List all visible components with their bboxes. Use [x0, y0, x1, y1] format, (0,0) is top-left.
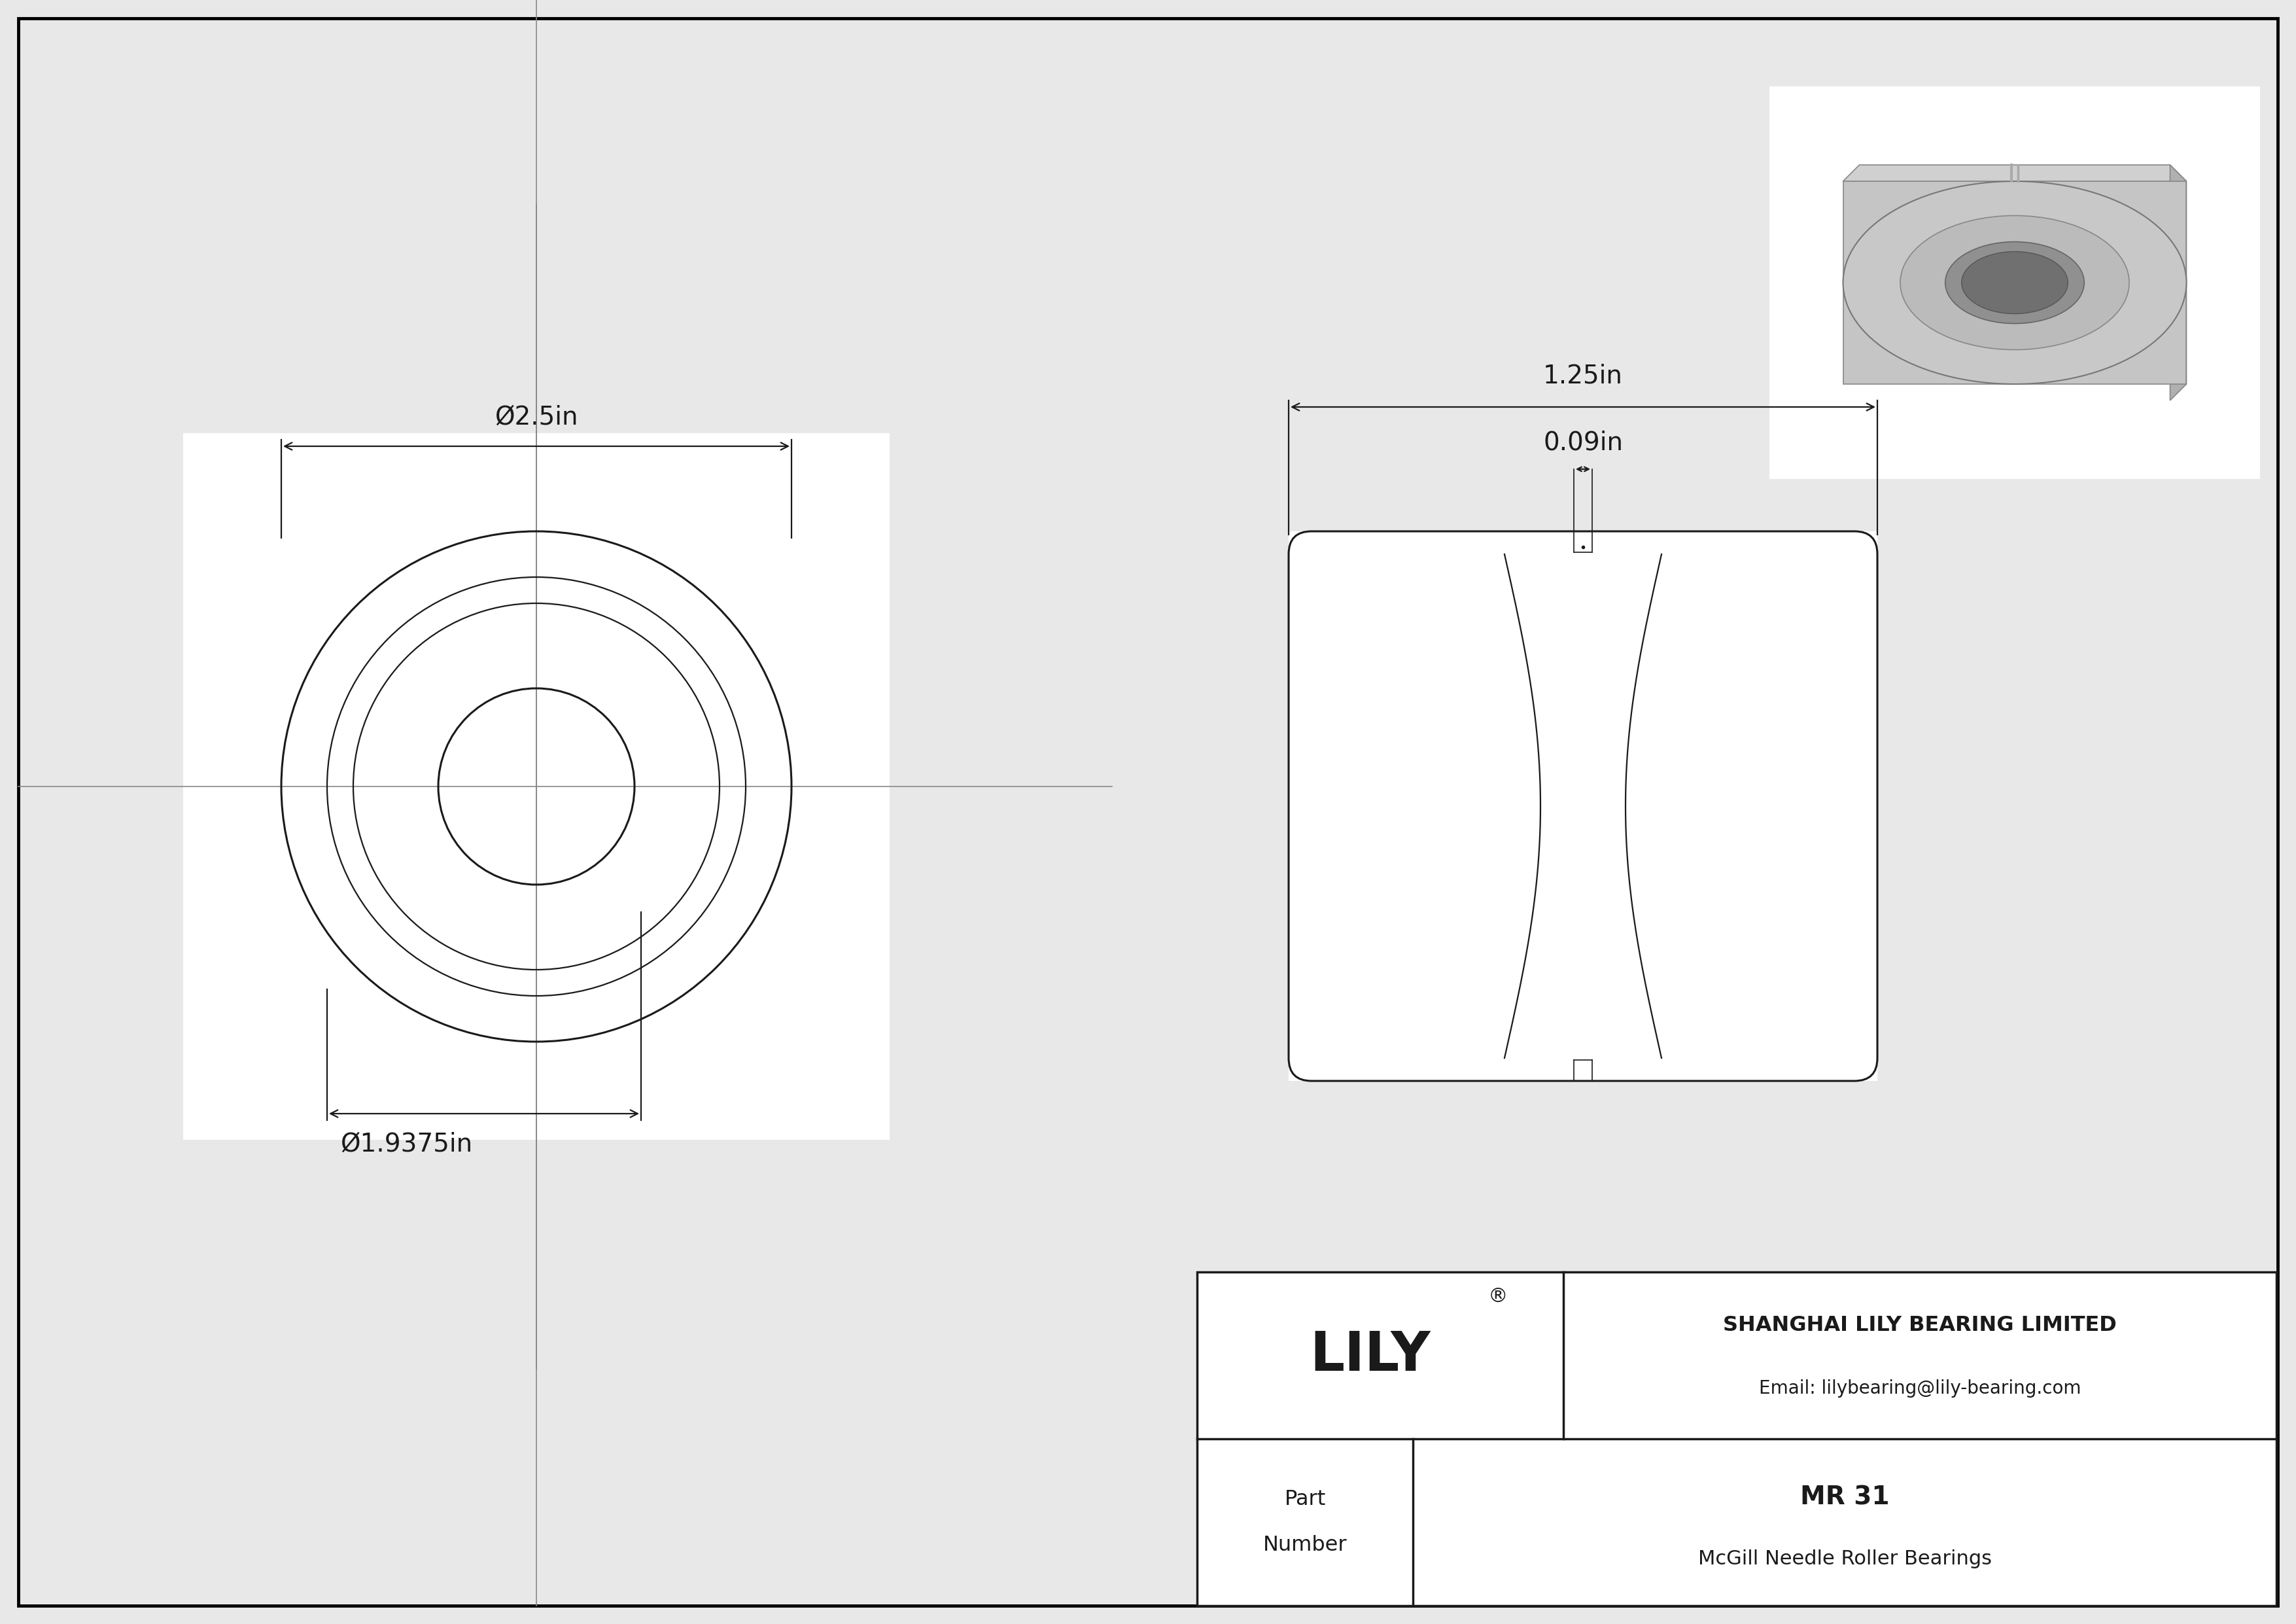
- Polygon shape: [1844, 182, 2186, 385]
- Text: 0.09in: 0.09in: [1543, 430, 1623, 455]
- Bar: [1770, 86, 2259, 479]
- Ellipse shape: [1844, 182, 2186, 385]
- Ellipse shape: [1945, 242, 2085, 323]
- Ellipse shape: [1961, 252, 2069, 313]
- Text: McGill Needle Roller Bearings: McGill Needle Roller Bearings: [1697, 1549, 1991, 1569]
- Text: ®: ®: [1488, 1288, 1508, 1306]
- Ellipse shape: [1901, 216, 2128, 349]
- Text: Ø1.9375in: Ø1.9375in: [340, 1132, 473, 1156]
- Text: Email: lilybearing@lily-bearing.com: Email: lilybearing@lily-bearing.com: [1759, 1380, 2080, 1398]
- Text: Number: Number: [1263, 1535, 1348, 1556]
- Polygon shape: [1844, 166, 2186, 182]
- Bar: [1196, 1272, 2275, 1606]
- Text: LILY: LILY: [1311, 1328, 1430, 1382]
- Text: 1.25in: 1.25in: [1543, 364, 1623, 388]
- Text: SHANGHAI LILY BEARING LIMITED: SHANGHAI LILY BEARING LIMITED: [1722, 1315, 2117, 1335]
- Bar: [184, 434, 889, 1140]
- Text: Ø2.5in: Ø2.5in: [494, 404, 579, 430]
- Bar: [1288, 531, 1878, 1082]
- Text: MR 31: MR 31: [1800, 1484, 1890, 1510]
- Text: Part: Part: [1283, 1489, 1325, 1509]
- Polygon shape: [2170, 166, 2186, 401]
